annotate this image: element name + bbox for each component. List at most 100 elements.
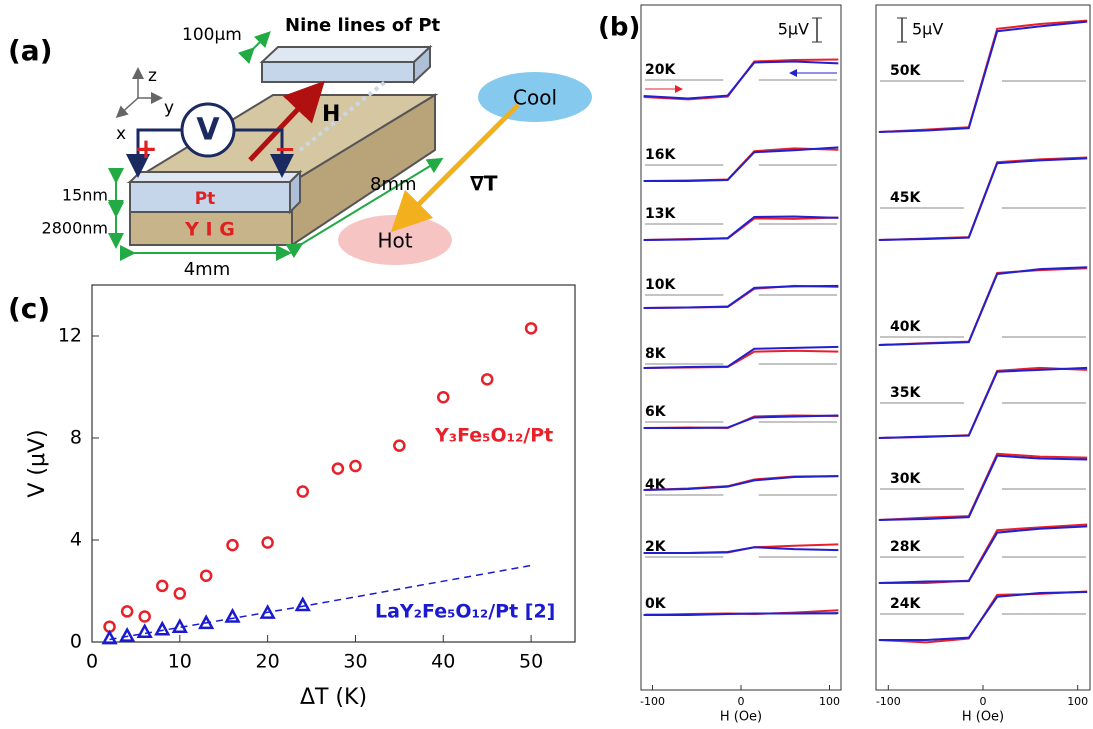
x-tick-label: 0 — [86, 651, 98, 673]
trace-line — [878, 454, 1088, 521]
trace-line — [878, 366, 1088, 439]
label: 4mm — [184, 259, 231, 280]
panel-label: (b) — [598, 13, 640, 43]
pt-back-top — [259, 46, 433, 63]
label: ∇T — [470, 172, 498, 196]
data-point — [524, 322, 538, 335]
trace-line — [878, 266, 1088, 346]
trace-line — [643, 284, 839, 309]
label: Pt — [195, 189, 216, 209]
label: + — [134, 132, 157, 165]
trace-label: 30K — [890, 471, 921, 487]
diagram: (a) 100μm Nine lines of Pt z y x V H + — [8, 15, 592, 280]
trace-label: 2K — [645, 539, 667, 555]
trace-label: 8K — [645, 346, 667, 362]
data-point — [101, 629, 118, 645]
pt-front — [129, 181, 291, 213]
x-tick-label: -100 — [640, 695, 665, 708]
label: 15nm — [62, 186, 108, 205]
y-tick-label: 4 — [70, 529, 82, 551]
trace-label: 28K — [890, 539, 921, 555]
data-point — [224, 607, 241, 623]
data-point — [393, 439, 406, 452]
field-arrow — [248, 80, 325, 162]
trace-line — [643, 414, 839, 429]
y-tick-label: 0 — [70, 631, 82, 653]
y-axis-label: V (μV) — [25, 429, 50, 497]
plot-frame — [91, 284, 576, 643]
series-label: LaY₂Fe₅O₁₂/Pt [2] — [375, 601, 555, 623]
trace-line — [643, 349, 839, 369]
label: x — [116, 124, 126, 144]
label: V — [196, 113, 220, 148]
label: H — [322, 102, 340, 127]
x-tick-label: 100 — [1067, 695, 1088, 708]
x-tick-label: 30 — [343, 651, 367, 673]
data-point — [136, 623, 153, 639]
data-point — [156, 579, 169, 593]
yig-front — [129, 211, 293, 246]
trace-line — [878, 157, 1088, 241]
trace-line — [878, 525, 1088, 584]
gradient-arrow — [390, 103, 520, 233]
data-point — [199, 569, 213, 582]
trace-line — [878, 20, 1088, 133]
trace-label: 0K — [645, 596, 667, 612]
label: Y I G — [184, 219, 235, 241]
label: Hot — [377, 229, 412, 253]
dim-arrow — [285, 157, 444, 259]
x-axis-label: ΔT (K) — [300, 685, 367, 710]
y-tick-label: 12 — [58, 325, 82, 347]
trace-line — [643, 475, 839, 491]
x-tick-label: 0 — [980, 695, 987, 708]
series-label: Y₃Fe₅O₁₂/Pt — [434, 425, 553, 447]
label: z — [148, 66, 157, 86]
data-point — [437, 390, 450, 404]
axes-icon — [115, 67, 163, 119]
trace-label: 50K — [890, 63, 921, 79]
x-tick-label: 0 — [738, 695, 745, 708]
wire — [234, 128, 294, 178]
data-point — [120, 605, 134, 618]
trace-line — [643, 215, 839, 241]
panel-label: (c) — [8, 292, 50, 325]
label: y — [164, 98, 174, 118]
data-point — [173, 587, 187, 600]
x-tick-label: 100 — [819, 695, 840, 708]
label: 8mm — [370, 174, 417, 195]
trace-label: 24K — [890, 596, 921, 612]
data-point — [261, 536, 274, 549]
pt-line — [298, 80, 387, 152]
fit-line — [109, 564, 532, 641]
data-point — [294, 596, 311, 612]
trace-label: 40K — [890, 319, 921, 335]
trace-line — [643, 546, 839, 554]
x-tick-label: 20 — [256, 651, 280, 673]
data-point — [349, 459, 362, 473]
trace-label: 6K — [645, 404, 667, 420]
data-point — [296, 485, 310, 498]
data-point — [480, 373, 494, 386]
x-axis-label: H (Oe) — [962, 710, 1004, 725]
x-tick-label: 10 — [168, 651, 192, 673]
plot-frame — [875, 4, 1091, 691]
trace-line — [878, 591, 1088, 641]
label: Cool — [513, 86, 557, 110]
label: 100μm — [182, 25, 242, 45]
data-point — [154, 620, 171, 636]
trace-label: 10K — [645, 277, 676, 293]
x-axis-label: H (Oe) — [720, 710, 762, 725]
trace-line — [643, 146, 839, 182]
trace-line — [643, 612, 839, 616]
trace-line — [643, 345, 839, 369]
trace-label: 13K — [645, 206, 676, 222]
cool-region — [478, 72, 592, 122]
scale-bar-label: 5μV — [778, 20, 809, 39]
x-tick-label: -100 — [876, 695, 901, 708]
data-point — [331, 462, 345, 475]
data-point — [138, 610, 151, 623]
trace-line — [643, 60, 839, 100]
label: Nine lines of Pt — [285, 15, 441, 36]
